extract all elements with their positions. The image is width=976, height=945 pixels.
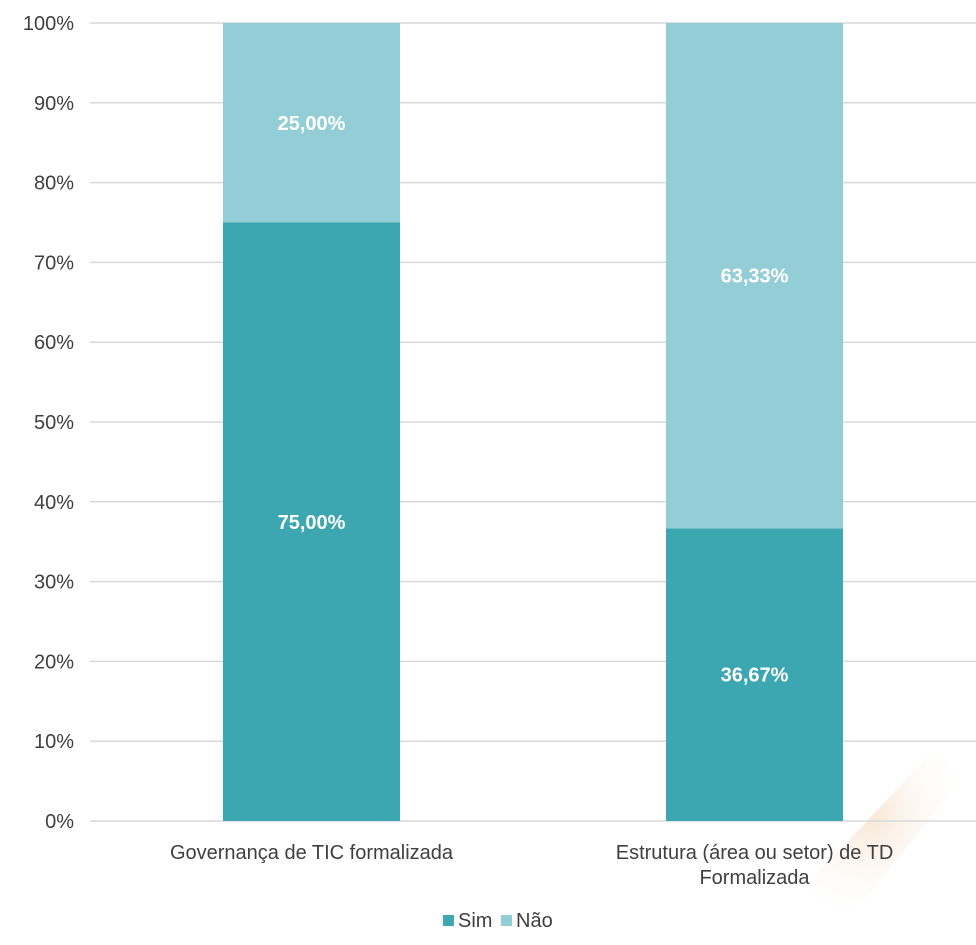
y-tick-label: 30% [34,572,74,594]
data-label: 36,67% [721,665,789,687]
legend-swatch [443,915,454,926]
y-tick-label: 100% [23,13,74,35]
x-tick-label: Estrutura (área ou setor) de TD [616,842,894,864]
legend-label: Sim [458,910,492,932]
legend-swatch [501,915,512,926]
y-tick-label: 50% [34,412,74,434]
y-tick-label: 0% [45,811,74,833]
watermark-swoosh [760,700,976,930]
y-tick-label: 10% [34,731,74,753]
y-tick-label: 40% [34,492,74,514]
bar-segment-n-o [223,23,400,223]
y-tick-label: 80% [34,173,74,195]
x-tick-label: Formalizada [699,867,810,889]
y-tick-label: 70% [34,252,74,274]
bar-segment-n-o [666,23,843,529]
y-tick-label: 20% [34,651,74,673]
legend-label: Não [516,910,553,932]
data-label: 75,00% [278,512,346,534]
y-tick-label: 60% [34,332,74,354]
bar-segment-sim [666,528,843,821]
data-label: 25,00% [278,113,346,135]
bar-segment-sim [223,222,400,821]
x-tick-label: Governança de TIC formalizada [170,842,454,864]
data-label: 63,33% [721,266,789,288]
y-tick-label: 90% [34,93,74,115]
